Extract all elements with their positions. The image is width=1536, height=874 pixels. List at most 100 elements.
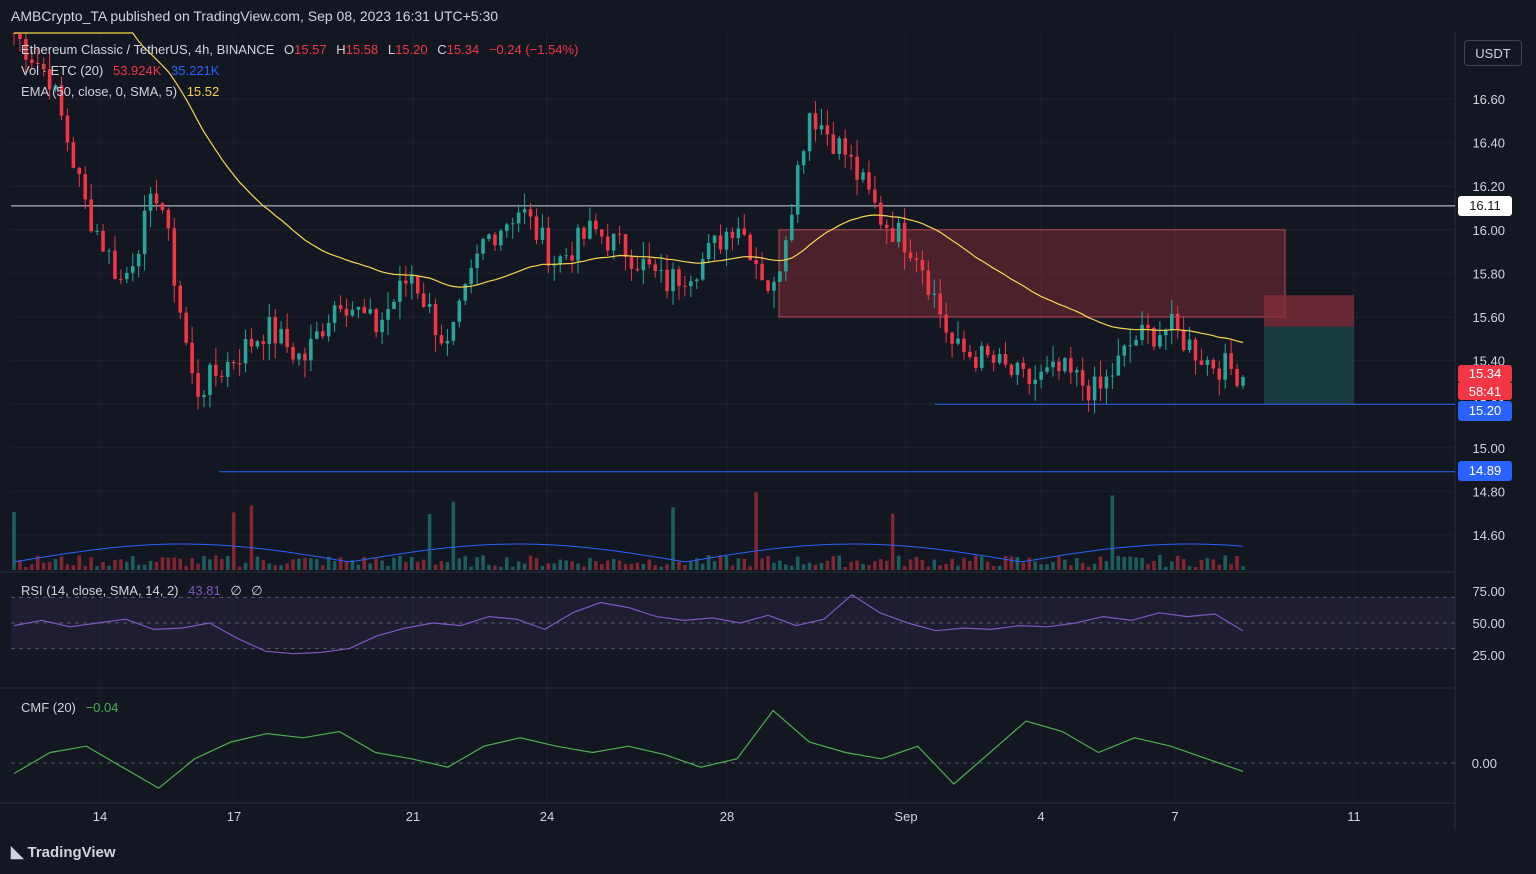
candle-body bbox=[1152, 327, 1156, 347]
volume-bar bbox=[71, 565, 76, 570]
candle-body bbox=[576, 227, 580, 261]
volume-bar bbox=[944, 563, 948, 570]
volume-bar bbox=[760, 558, 764, 570]
volume-bar bbox=[172, 557, 177, 570]
volume-bar bbox=[671, 507, 675, 570]
candle-body bbox=[113, 250, 117, 279]
date-tick-label: Sep bbox=[894, 809, 917, 824]
candle-body bbox=[214, 364, 218, 376]
candle-body bbox=[125, 272, 129, 280]
candle-body bbox=[873, 189, 877, 203]
candle-body bbox=[202, 394, 206, 397]
candle-body bbox=[1146, 324, 1150, 328]
volume-bar bbox=[605, 560, 610, 570]
stop-loss-zone bbox=[1264, 295, 1354, 327]
volume-bar bbox=[742, 558, 747, 570]
volume-bar bbox=[487, 564, 491, 570]
cmf-tick-label: 0.00 bbox=[1472, 756, 1497, 771]
price-tick-label: 15.40 bbox=[1472, 354, 1505, 369]
price-tick-label: 14.80 bbox=[1472, 484, 1505, 499]
candle-body bbox=[208, 364, 212, 395]
price-tick-label: 15.00 bbox=[1472, 441, 1505, 456]
candle-body bbox=[641, 258, 646, 271]
supply-zone-rect bbox=[778, 229, 1286, 318]
candle-body bbox=[1134, 340, 1138, 346]
volume-bar bbox=[1193, 566, 1198, 570]
volume-bar bbox=[125, 561, 129, 570]
candle-body bbox=[1027, 368, 1032, 385]
volume-bar bbox=[1223, 555, 1227, 570]
legend-main: Ethereum Classic / TetherUS, 4h, BINANCE… bbox=[21, 42, 584, 57]
candle-body bbox=[1205, 359, 1210, 365]
candle-body bbox=[142, 210, 147, 254]
volume-bar bbox=[855, 560, 859, 570]
candle-body bbox=[516, 212, 521, 224]
candle-body bbox=[225, 362, 230, 377]
volume-bar bbox=[884, 560, 889, 570]
candle-body bbox=[1122, 345, 1127, 356]
candle-body bbox=[588, 220, 592, 239]
volume-bar bbox=[1229, 564, 1233, 570]
volume-bar bbox=[1039, 564, 1043, 570]
candle-body bbox=[190, 342, 194, 374]
legend-low: L15.20 bbox=[387, 42, 428, 57]
candle-body bbox=[1021, 362, 1026, 369]
volume-bar bbox=[588, 557, 592, 570]
candle-body bbox=[421, 293, 426, 307]
volume-bar bbox=[1140, 557, 1144, 570]
legend-high: H15.58 bbox=[336, 42, 379, 57]
volume-bar bbox=[510, 566, 515, 570]
volume-bar bbox=[1110, 495, 1115, 570]
candle-body bbox=[712, 235, 717, 243]
candle-body bbox=[837, 138, 842, 154]
volume-bar bbox=[576, 563, 580, 570]
candle-body bbox=[890, 227, 895, 242]
tradingview-logo[interactable]: ◣ TradingView bbox=[11, 842, 116, 862]
volume-bar bbox=[1152, 560, 1156, 570]
volume-bar bbox=[807, 562, 812, 570]
volume-bar bbox=[24, 566, 28, 570]
volume-bar bbox=[95, 566, 99, 570]
candle-body bbox=[130, 266, 135, 273]
volume-bar bbox=[594, 561, 598, 570]
volume-bar bbox=[160, 557, 165, 570]
currency-button[interactable]: USDT bbox=[1464, 40, 1522, 66]
price-tick-label: 16.00 bbox=[1472, 223, 1505, 238]
volume-bar bbox=[463, 555, 468, 570]
date-tick-label: 4 bbox=[1037, 809, 1044, 824]
volume-bar bbox=[629, 564, 634, 570]
volume-bar bbox=[789, 565, 794, 570]
candle-body bbox=[1039, 371, 1043, 380]
volume-bar bbox=[641, 563, 646, 570]
candle-body bbox=[617, 233, 622, 235]
volume-bar bbox=[837, 555, 842, 570]
candle-body bbox=[457, 300, 462, 322]
candle-body bbox=[285, 328, 289, 347]
candle-body bbox=[534, 216, 539, 240]
volume-bar bbox=[231, 512, 236, 570]
volume-bars bbox=[12, 492, 1245, 570]
volume-bar bbox=[659, 566, 663, 570]
volume-bar bbox=[1033, 561, 1037, 570]
price-tick-label: 15.80 bbox=[1472, 266, 1505, 281]
candle-body bbox=[320, 331, 325, 337]
candle-body bbox=[611, 233, 616, 251]
candle-body bbox=[944, 314, 948, 333]
candle-body bbox=[1199, 360, 1204, 365]
volume-bar bbox=[1086, 566, 1091, 570]
zones bbox=[778, 229, 1354, 405]
candle-body bbox=[605, 236, 610, 251]
candle-body bbox=[1110, 375, 1115, 377]
volume-bar bbox=[849, 561, 853, 570]
volume-bar bbox=[344, 561, 349, 570]
candle-body bbox=[950, 332, 954, 344]
volume-bar bbox=[255, 556, 260, 570]
volume-bar bbox=[920, 559, 925, 570]
volume-bar bbox=[77, 555, 82, 570]
volume-bar bbox=[421, 559, 426, 570]
candle-body bbox=[778, 271, 782, 282]
candle-body bbox=[261, 341, 266, 345]
candle-body bbox=[154, 193, 159, 204]
candle-body bbox=[338, 305, 343, 309]
